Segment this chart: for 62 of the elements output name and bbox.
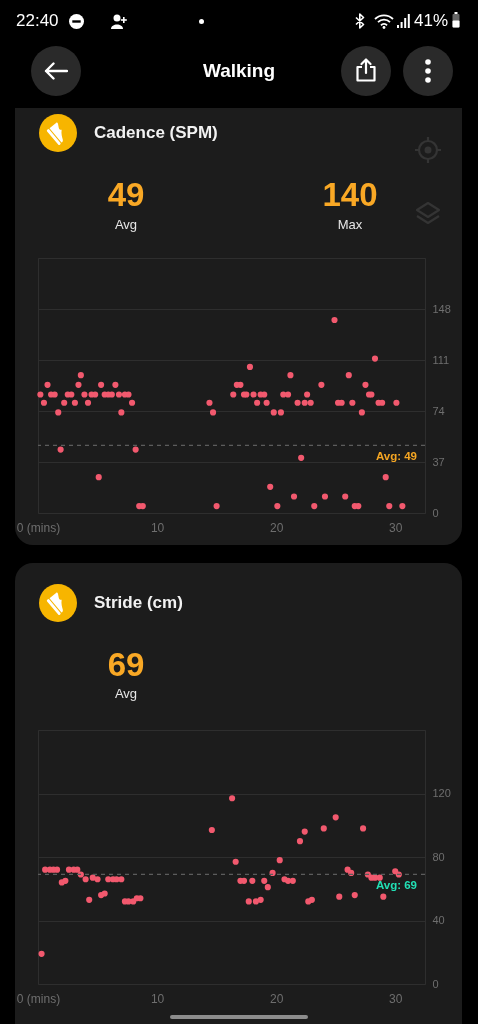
point [249,877,256,884]
text: 41% [413,10,448,32]
point [332,814,339,821]
point [289,877,296,884]
text: Avg [113,216,139,234]
x-tick-label: 20 [269,520,284,535]
point [82,876,89,883]
x-tick-label: 10 [150,520,165,535]
y-tick-label: 111 [432,353,450,366]
text: Max [336,216,364,234]
point [336,893,343,900]
y-tick-label: 37 [432,455,445,468]
chart-title: Stride (cm) [94,592,183,614]
ref-line-label: Avg: 49 [375,450,417,463]
x-tick-label: 20 [269,991,284,1006]
x-tick-label: 0 (mins) [16,520,61,535]
point [320,825,327,832]
point [351,892,358,899]
point [296,838,304,845]
point [38,950,45,957]
point [301,828,308,835]
text: 69 [106,645,146,685]
point [42,866,49,873]
point [261,877,268,884]
chart-title: Cadence (SPM) [94,122,218,144]
text: 49 [106,175,146,215]
point [65,866,73,873]
point [137,895,144,902]
point [118,876,125,883]
point [276,857,283,864]
point [257,896,264,903]
point [269,869,276,876]
point [94,876,101,883]
point [284,877,292,884]
y-tick-label: 148 [432,302,451,315]
point [245,898,252,905]
x-tick-label: 0 (mins) [16,991,61,1006]
point [376,874,383,881]
point [360,825,367,832]
point [232,858,239,865]
x-tick-label: 30 [389,991,403,1006]
text: 22:40 [16,10,59,32]
point [208,826,215,834]
point [86,896,93,903]
text: Walking [201,59,277,83]
x-tick-label: 10 [150,991,165,1006]
y-tick-label: 74 [432,404,445,417]
y-tick-label: 40 [432,914,445,926]
point [252,898,259,905]
y-tick-label: 80 [432,850,445,863]
text: Avg [113,685,139,703]
point [62,877,69,884]
y-tick-label: 0 [432,977,439,990]
y-tick-label: 120 [432,787,451,799]
x-tick-label: 30 [389,520,403,535]
text: 140 [321,175,379,215]
point [74,866,81,873]
y-tick-label: 0 [432,506,439,519]
point [380,893,387,900]
point [229,795,236,802]
point [264,884,271,891]
ref-line-label: Avg: 69 [375,879,417,892]
